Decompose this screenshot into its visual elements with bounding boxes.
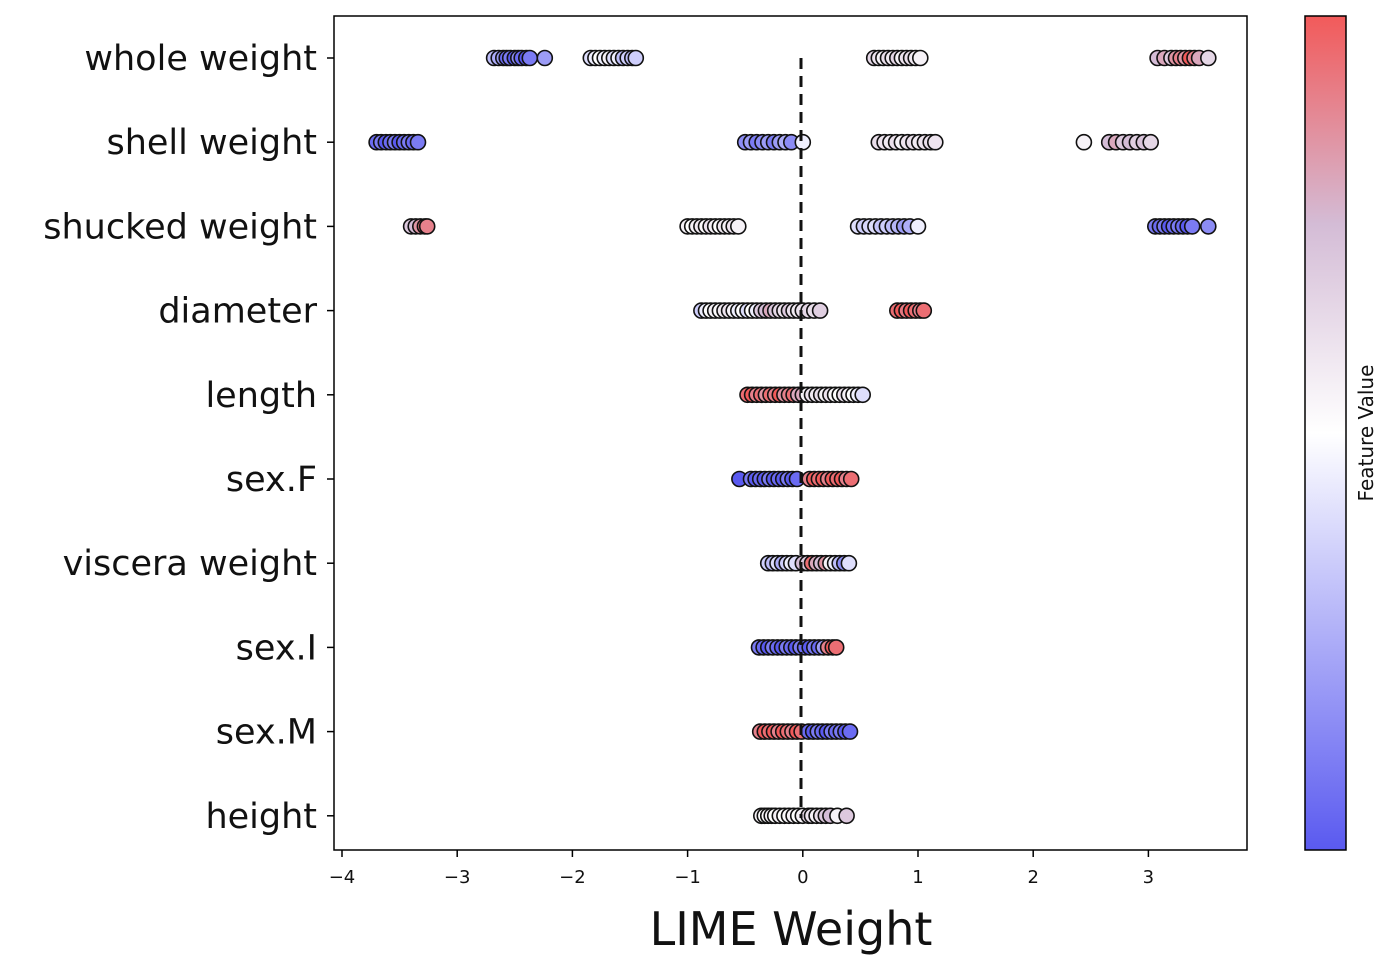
data-point [840, 554, 858, 572]
y-tick-label: sex.M [216, 713, 317, 753]
y-tick-label: sex.F [226, 460, 317, 500]
data-point [1142, 133, 1159, 151]
data-point [729, 218, 747, 235]
data-point [838, 807, 855, 825]
data-point [1183, 218, 1201, 235]
data-point [536, 49, 554, 67]
data-point [854, 386, 872, 404]
y-tick-label: viscera weight [63, 544, 317, 584]
data-point [1200, 49, 1217, 67]
y-tick-label: diameter [158, 292, 317, 332]
x-tick-label: 1 [912, 867, 923, 888]
x-axis: −4 −3 −2 −1 0 1 2 3 [329, 850, 1154, 888]
colorbar-label: Feature Value [1354, 365, 1378, 502]
colorbar [1304, 15, 1347, 851]
data-point [418, 218, 436, 235]
y-axis: whole weight shell weight shucked weight di… [43, 39, 334, 837]
x-tick-label: 0 [797, 867, 808, 888]
data-point [1200, 218, 1217, 235]
x-tick-label: 3 [1143, 867, 1154, 888]
data-point [841, 723, 859, 740]
data-point [409, 133, 427, 151]
y-tick-label: height [205, 797, 317, 837]
data-point [926, 133, 944, 151]
y-tick-label: sex.I [236, 628, 317, 668]
data-point [521, 49, 539, 67]
y-tick-label: whole weight [84, 39, 317, 79]
y-tick-label: length [205, 376, 317, 416]
data-point [627, 49, 645, 67]
data-points [368, 49, 1217, 825]
data-point [827, 639, 845, 656]
data-point [909, 218, 927, 235]
y-tick-label: shell weight [106, 123, 317, 163]
x-tick-label: 2 [1027, 867, 1038, 888]
data-point [794, 133, 812, 151]
x-axis-label: LIME Weight [650, 902, 933, 956]
y-tick-label: shucked weight [43, 207, 317, 247]
data-point [811, 302, 829, 319]
data-point [915, 302, 933, 319]
x-tick-label: −2 [559, 867, 586, 888]
x-tick-label: −3 [444, 867, 471, 888]
plot-area-frame [333, 15, 1248, 851]
data-point [1075, 133, 1093, 151]
x-tick-label: −4 [329, 867, 356, 888]
x-tick-label: −1 [674, 867, 701, 888]
data-point [842, 470, 860, 488]
data-point [911, 49, 929, 67]
